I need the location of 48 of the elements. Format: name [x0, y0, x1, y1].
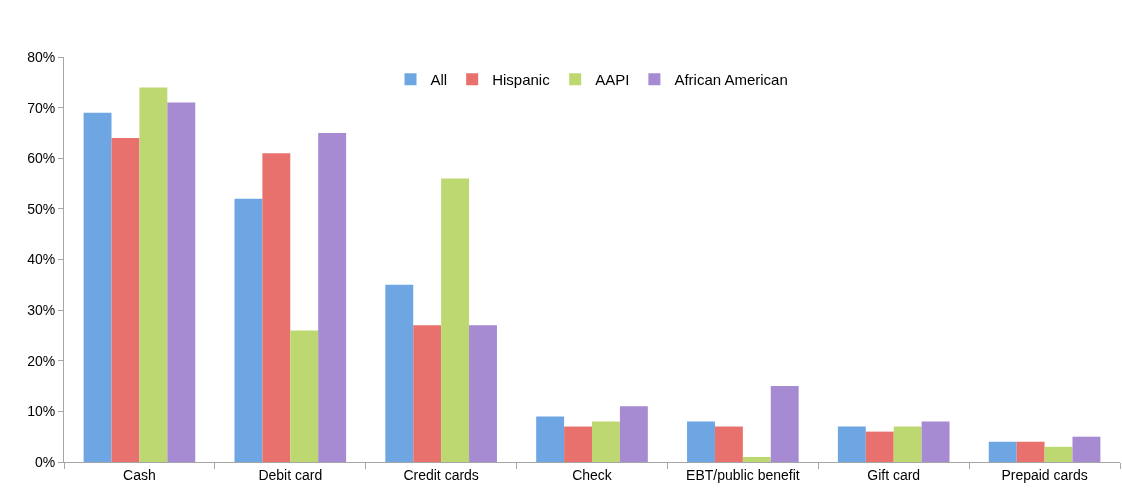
bar	[592, 421, 620, 462]
bar	[290, 330, 319, 462]
x-tick-label: Debit card	[258, 466, 323, 483]
y-tick-label: 40%	[27, 251, 56, 268]
bar	[893, 426, 922, 462]
bar	[167, 102, 196, 462]
legend-label: Hispanic	[492, 71, 551, 89]
bar	[837, 426, 866, 462]
legend-label: AAPI	[595, 71, 630, 89]
bar	[83, 112, 112, 462]
bar	[139, 87, 168, 462]
bar	[385, 284, 414, 462]
bar	[687, 421, 715, 462]
bar	[865, 431, 894, 462]
bar	[770, 386, 799, 462]
y-tick-label: 70%	[27, 99, 56, 116]
bar	[234, 198, 263, 462]
x-tick-label: Cash	[123, 466, 156, 483]
y-tick-label: 10%	[27, 403, 56, 420]
bar	[469, 325, 497, 462]
bar	[921, 421, 950, 462]
bar	[714, 426, 743, 462]
y-tick-label: 30%	[27, 302, 56, 319]
bar	[1072, 436, 1101, 462]
bar	[1016, 441, 1045, 462]
bar	[564, 426, 592, 462]
bar	[318, 132, 347, 462]
bar	[1044, 446, 1073, 462]
y-tick-label: 50%	[27, 200, 56, 217]
y-tick-label: 80%	[27, 48, 56, 65]
bar	[619, 406, 648, 462]
x-tick-label: Gift card	[867, 466, 921, 483]
bar	[262, 153, 291, 462]
x-tick-label: Check	[572, 466, 613, 483]
y-tick-label: 60%	[27, 150, 56, 167]
bar	[536, 416, 565, 462]
legend-label: African American	[674, 71, 788, 89]
y-tick-label: 20%	[27, 352, 56, 369]
bar	[111, 138, 140, 462]
x-tick-label: Prepaid cards	[1001, 466, 1088, 483]
bar	[413, 325, 442, 462]
y-tick-label: 0%	[34, 453, 56, 470]
bar	[742, 456, 771, 462]
legend-label: All	[430, 71, 448, 89]
x-tick-label: EBT/public benefit	[686, 466, 800, 483]
x-tick-label: Credit cards	[403, 466, 479, 483]
bar	[988, 441, 1017, 462]
bar	[441, 178, 470, 462]
